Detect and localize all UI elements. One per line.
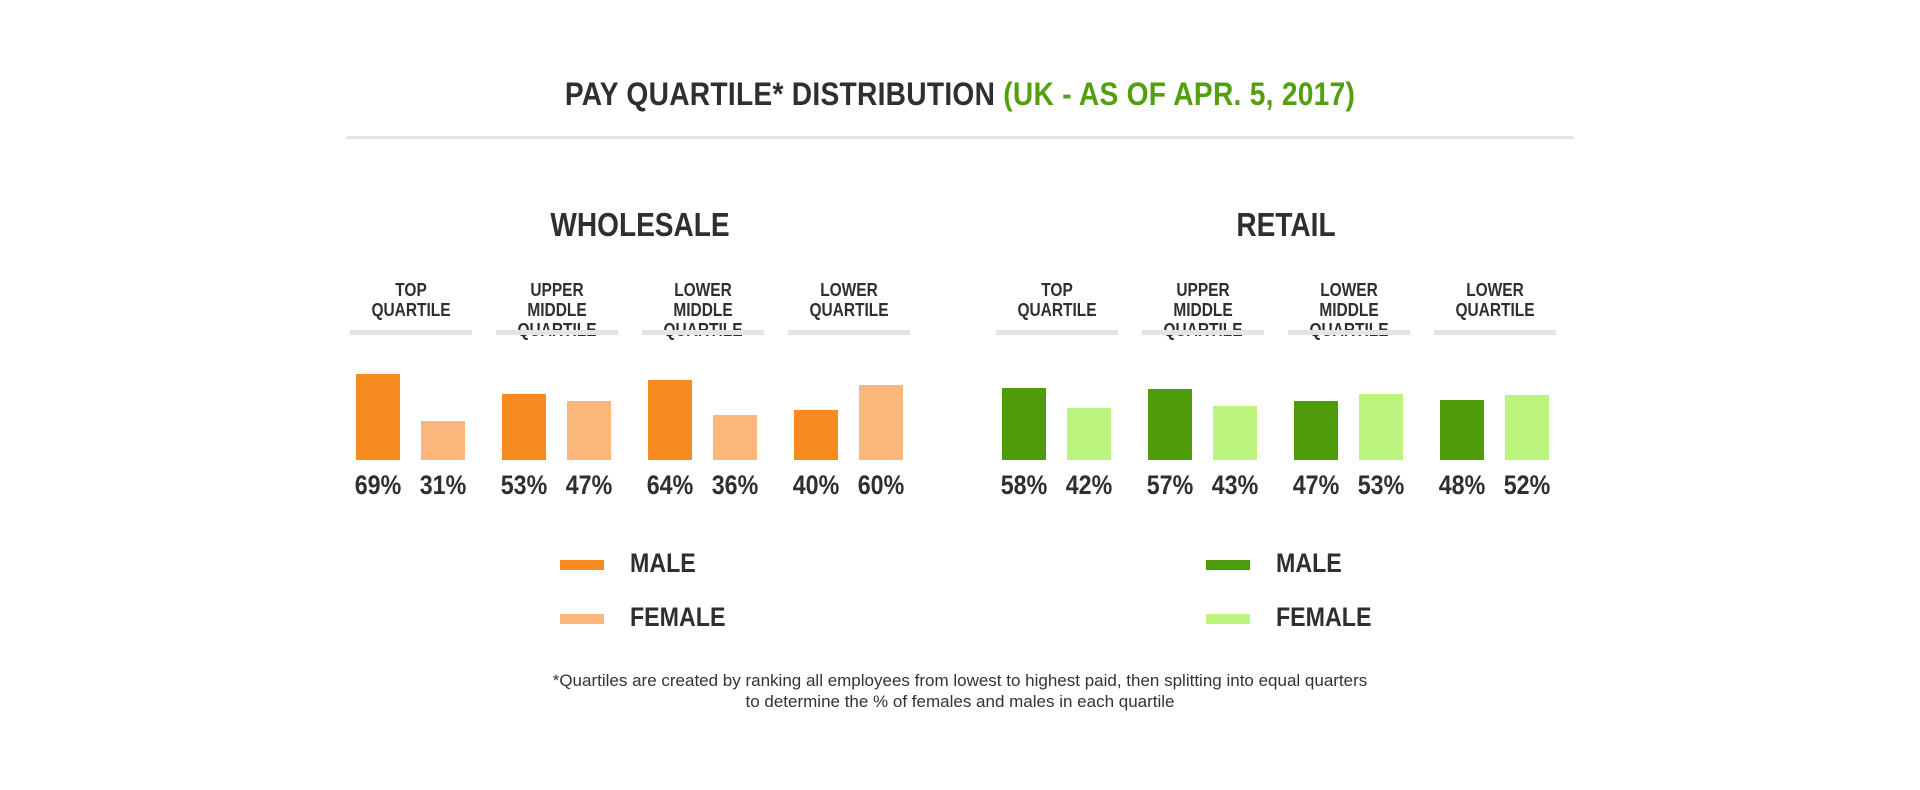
quartile-header: TOP QUARTILE [1005, 280, 1110, 320]
page-title: PAY QUARTILE* DISTRIBUTION (UK - AS OF A… [115, 76, 1805, 113]
quartile-divider [496, 330, 618, 335]
female-percent-label: 60% [857, 470, 905, 500]
title-main: PAY QUARTILE* DISTRIBUTION [564, 76, 996, 112]
quartile-divider [1434, 330, 1556, 335]
quartile-header: LOWER MIDDLEQUARTILE [1297, 280, 1402, 340]
male-percent-label: 48% [1438, 470, 1486, 500]
male-percent-label: 57% [1146, 470, 1194, 500]
quartile-divider [1288, 330, 1410, 335]
male-percent-label: 47% [1292, 470, 1340, 500]
quartile-divider [1142, 330, 1264, 335]
legend-label-female: FEMALE [1276, 602, 1372, 632]
quartile-divider [642, 330, 764, 335]
quartile-header-line: LOWER MIDDLE [1319, 280, 1379, 320]
chart-title: WHOLESALE [550, 206, 730, 243]
footnote: *Quartiles are created by ranking all em… [0, 670, 1920, 712]
title-divider [346, 136, 1574, 139]
quartile-header-line: QUARTILE [809, 300, 889, 320]
female-percent-label: 43% [1211, 470, 1259, 500]
male-bar [1440, 400, 1484, 460]
quartile-header-line: QUARTILE [371, 300, 451, 320]
legend-swatch-male [1206, 560, 1250, 570]
male-bar [648, 380, 692, 460]
chart-title: RETAIL [1236, 206, 1336, 243]
quartile-header-line: UPPER MIDDLE [527, 280, 587, 320]
title-accent: (UK - AS OF APR. 5, 2017) [1003, 76, 1356, 112]
female-percent-label: 47% [565, 470, 613, 500]
quartile-header: LOWER QUARTILE [1443, 280, 1548, 320]
male-percent-label: 58% [1000, 470, 1048, 500]
quartile-header-line: TOP [395, 280, 427, 300]
quartile-divider [996, 330, 1118, 335]
female-bar [859, 385, 903, 460]
quartile-header-line: UPPER MIDDLE [1173, 280, 1233, 320]
male-bar [1002, 387, 1046, 460]
female-percent-label: 36% [711, 470, 759, 500]
male-percent-label: 40% [792, 470, 840, 500]
quartile-header: UPPER MIDDLEQUARTILE [505, 280, 610, 340]
footnote-line-2: to determine the % of females and males … [745, 692, 1175, 711]
male-bar [356, 373, 400, 460]
female-bar [1505, 395, 1549, 460]
quartile-header-line: QUARTILE [1017, 300, 1097, 320]
female-bar [1359, 393, 1403, 460]
quartile-header-line: LOWER MIDDLE [673, 280, 733, 320]
quartile-divider [350, 330, 472, 335]
male-percent-label: 53% [500, 470, 548, 500]
quartile-header: LOWER QUARTILE [797, 280, 902, 320]
male-bar [502, 393, 546, 460]
legend-swatch-female [560, 614, 604, 624]
quartile-header-line: LOWER [1466, 280, 1524, 300]
female-bar [567, 401, 611, 460]
female-percent-label: 53% [1357, 470, 1405, 500]
female-percent-label: 31% [419, 470, 467, 500]
male-percent-label: 64% [646, 470, 694, 500]
male-bar [1148, 388, 1192, 460]
female-percent-label: 42% [1065, 470, 1113, 500]
quartile-header-line: LOWER [820, 280, 878, 300]
legend-label-female: FEMALE [630, 602, 726, 632]
female-percent-label: 52% [1503, 470, 1551, 500]
quartile-header: TOP QUARTILE [359, 280, 464, 320]
quartile-header-line: TOP [1041, 280, 1073, 300]
male-bar [794, 410, 838, 460]
legend-label-male: MALE [1276, 548, 1342, 578]
female-bar [1213, 406, 1257, 460]
female-bar [1067, 407, 1111, 460]
male-bar [1294, 401, 1338, 460]
female-bar [713, 415, 757, 460]
female-bar [421, 421, 465, 460]
footnote-line-1: *Quartiles are created by ranking all em… [552, 671, 1368, 690]
legend-label-male: MALE [630, 548, 696, 578]
quartile-divider [788, 330, 910, 335]
male-percent-label: 69% [354, 470, 402, 500]
legend-swatch-male [560, 560, 604, 570]
legend-swatch-female [1206, 614, 1250, 624]
quartile-header-line: QUARTILE [1455, 300, 1535, 320]
